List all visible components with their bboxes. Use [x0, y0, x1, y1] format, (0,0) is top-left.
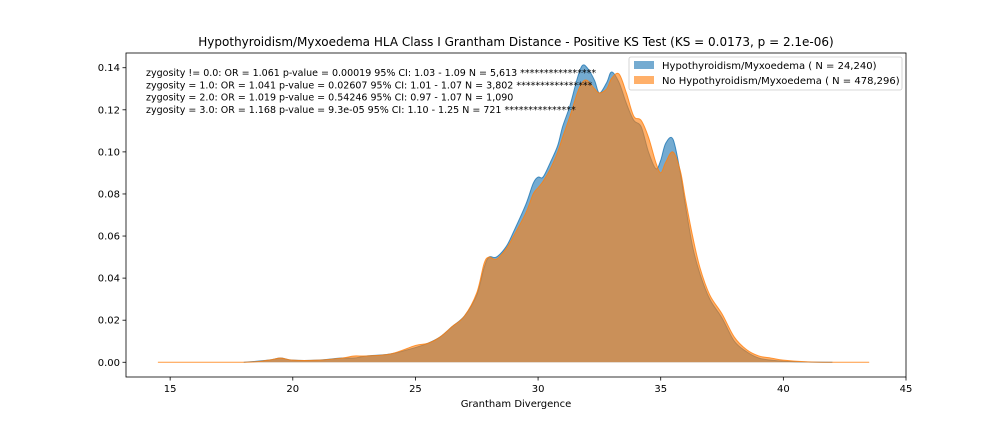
stats-line: zygosity = 3.0: OR = 1.168 p-value = 9.3… [146, 105, 576, 116]
x-tick-label: 20 [286, 384, 299, 395]
x-tick-label: 35 [654, 384, 667, 395]
x-tick-label: 45 [900, 384, 913, 395]
x-tick-label: 40 [777, 384, 790, 395]
y-tick-label: 0.08 [98, 189, 120, 200]
axes: 15 20 25 30 35 40 45 0.00 0.02 0.04 0.06 0.08 0.10 0.… [98, 52, 913, 395]
y-tick-label: 0.00 [98, 358, 120, 369]
y-tick-label: 0.14 [98, 63, 120, 74]
y-tick-label: 0.06 [98, 232, 120, 243]
plot-area [157, 64, 870, 363]
x-tick-label: 25 [409, 384, 422, 395]
stats-line: zygosity != 0.0: OR = 1.061 p-value = 0.… [146, 68, 596, 79]
y-tick-label: 0.02 [98, 316, 120, 327]
legend-swatch [634, 76, 654, 84]
stats-annotations: zygosity != 0.0: OR = 1.061 p-value = 0.… [146, 68, 596, 116]
axes-frame [125, 52, 907, 378]
chart-title: Hypothyroidism/Myxoedema HLA Class I Gra… [198, 35, 833, 49]
series-2-line [157, 72, 870, 363]
x-tick-label: 30 [532, 384, 545, 395]
y-tick-label: 0.10 [98, 147, 120, 158]
legend-label: No Hypothyroidism/Myxoedema ( N = 478,29… [662, 76, 900, 87]
legend-swatch [634, 61, 654, 69]
stats-line: zygosity = 2.0: OR = 1.019 p-value = 0.5… [146, 93, 513, 104]
x-axis-label: Grantham Divergence [461, 399, 572, 410]
x-tick-label: 15 [164, 384, 177, 395]
y-tick-label: 0.04 [98, 274, 120, 285]
stats-line: zygosity = 1.0: OR = 1.041 p-value = 0.0… [146, 80, 593, 91]
y-tick-label: 0.12 [98, 105, 120, 116]
legend: Hypothyroidism/Myxoedema ( N = 24,240) No… [628, 56, 903, 91]
legend-box [628, 56, 903, 91]
legend-label: Hypothyroidism/Myxoedema ( N = 24,240) [662, 61, 877, 72]
series-2-area [157, 73, 870, 363]
